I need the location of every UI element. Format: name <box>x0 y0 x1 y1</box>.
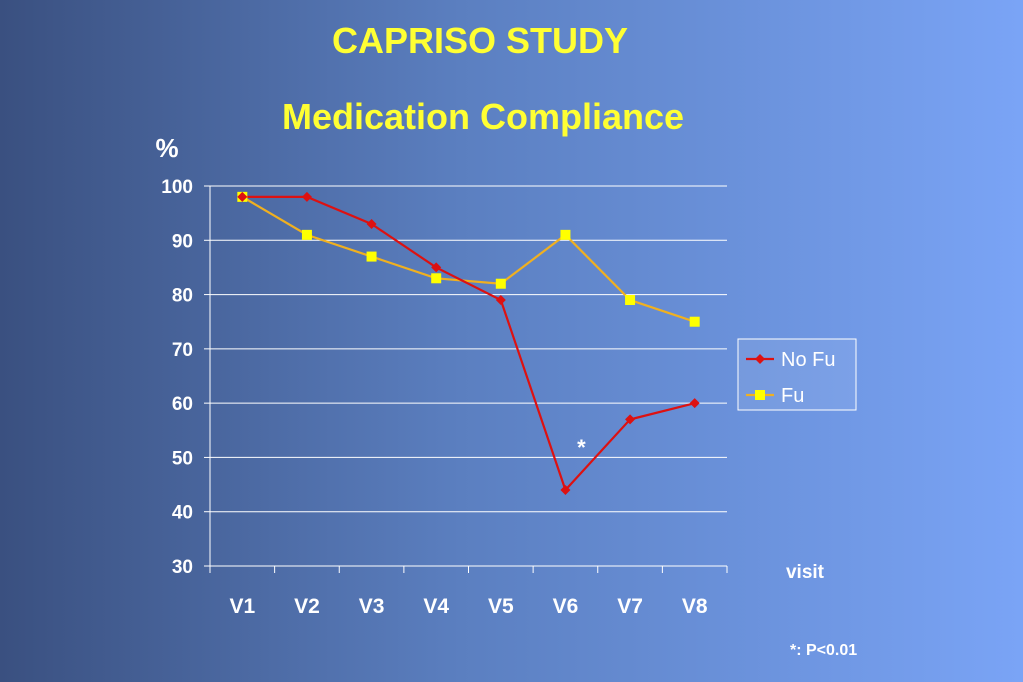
data-point <box>495 295 506 305</box>
x-tick-label: V4 <box>423 595 449 618</box>
annotations: * <box>577 435 586 460</box>
data-point <box>625 295 636 305</box>
gridlines <box>210 185 727 513</box>
legend-label: Fu <box>781 385 804 407</box>
y-tick-label: 30 <box>172 557 193 578</box>
y-tick-label: 40 <box>172 503 193 524</box>
data-point <box>301 191 312 202</box>
data-point <box>366 251 377 262</box>
axes <box>204 185 728 573</box>
data-point <box>431 262 442 273</box>
data-point <box>625 414 636 425</box>
data-point <box>689 316 700 327</box>
y-tick-label: 90 <box>172 231 193 252</box>
series-lines <box>241 195 696 493</box>
tick-labels: 30 40 50 60 70 80 90 100 V1 V2 V3 V4 V5 V6 V7 V8 <box>161 177 708 618</box>
data-point <box>495 278 506 289</box>
y-axis-label: % <box>155 133 178 163</box>
x-tick-label: V2 <box>294 595 320 618</box>
x-tick-label: V3 <box>359 595 385 618</box>
x-tick-label: V6 <box>553 595 579 618</box>
chart-title: Medication Compliance <box>281 96 685 137</box>
data-point <box>366 219 377 229</box>
x-tick-label: V5 <box>488 595 514 618</box>
series-markers <box>237 191 700 495</box>
data-point <box>301 229 312 240</box>
slide-title: CAPRISO STUDY <box>331 20 629 61</box>
x-axis-label: visit <box>786 562 825 583</box>
y-tick-label: 50 <box>172 448 193 469</box>
legend-swatch-marker <box>755 390 765 400</box>
y-tick-label: 60 <box>172 394 193 415</box>
legend-swatch-marker <box>755 354 765 364</box>
legend-label: No Fu <box>781 349 835 371</box>
data-point <box>237 191 248 202</box>
x-tick-label: V7 <box>617 595 643 618</box>
x-tick-label: V8 <box>682 595 708 618</box>
footnote: *: P<0.01 <box>790 642 858 659</box>
data-point <box>431 273 442 284</box>
y-tick-label: 100 <box>161 177 193 198</box>
series-line <box>241 195 696 323</box>
x-tick-label: V1 <box>229 595 255 618</box>
data-point <box>689 398 700 409</box>
data-point <box>560 485 571 495</box>
data-point <box>560 229 571 240</box>
significance-annotation: * <box>577 435 586 460</box>
y-tick-label: 80 <box>172 286 193 307</box>
legend-box <box>737 338 857 411</box>
series-line <box>242 195 695 493</box>
legend: No Fu Fu <box>737 338 857 411</box>
y-tick-label: 70 <box>172 340 193 361</box>
